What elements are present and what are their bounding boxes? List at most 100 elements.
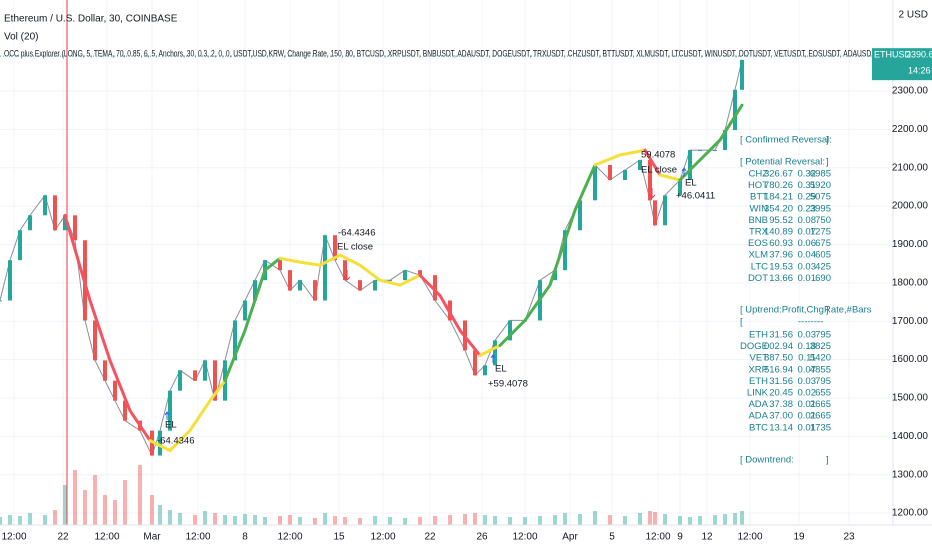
- trend-line: [63, 213, 152, 443]
- candle: [178, 370, 182, 391]
- panel-header: [ Uptrend:Profit,ChgRate,#Bars: [740, 305, 872, 316]
- panel-cell: ADA: [748, 399, 768, 410]
- last-price-value: 2390.64: [906, 50, 932, 60]
- volume-bar: [63, 485, 67, 525]
- y-tick-label: 2200.00: [892, 124, 929, 135]
- volume-bar: [138, 465, 142, 525]
- panel-cell: 0.06: [798, 238, 817, 249]
- last-price-time: 14:26: [908, 66, 931, 76]
- candle: [323, 235, 327, 301]
- panel-cell: 2665: [810, 399, 831, 410]
- candle: [638, 160, 642, 171]
- candle: [158, 430, 162, 456]
- volume-bar: [333, 516, 337, 525]
- candle: [713, 150, 717, 152]
- volume-bar: [233, 516, 237, 525]
- x-tick-label: 22: [57, 532, 69, 543]
- trend-line: [478, 343, 502, 357]
- trend: [63, 103, 744, 453]
- volume-bar: [418, 517, 422, 525]
- panel-cell: 37.38: [769, 399, 793, 410]
- candle: [653, 200, 657, 226]
- entry-arrow: [681, 167, 687, 176]
- candle: [8, 260, 12, 301]
- candle: [608, 165, 612, 180]
- panel-bracket: ]: [826, 157, 829, 168]
- volume-bar: [593, 511, 597, 525]
- x-tick-label: Apr: [562, 532, 578, 543]
- y-tick-label: 1500.00: [892, 393, 929, 404]
- panel-cell: 0.01: [798, 422, 817, 433]
- volume-bar: [28, 513, 32, 525]
- panel-cell: 0.11: [798, 353, 816, 364]
- annotation: EL close: [641, 165, 677, 176]
- panel-bracket: ]: [826, 135, 829, 146]
- volume-bar: [113, 500, 117, 525]
- candle: [113, 380, 117, 401]
- candle: [333, 235, 337, 261]
- volume-bar: [638, 513, 642, 525]
- volume-bar: [553, 515, 557, 525]
- candle: [203, 360, 207, 381]
- trend-line: [643, 148, 662, 177]
- panel-cell: LINK: [747, 388, 769, 399]
- chart-title: Ethereum / U.S. Dollar, 30, COINBASE: [4, 14, 178, 25]
- x-tick-label: 5: [609, 532, 615, 543]
- panel-cell: 31.56: [769, 330, 793, 341]
- candle: [0, 300, 2, 302]
- volume-bar: [243, 514, 247, 525]
- volume-bar: [473, 513, 477, 525]
- price-line: [0, 59, 743, 457]
- panel-cell: 1735: [810, 422, 831, 433]
- panel-cell: 0.03: [798, 376, 817, 387]
- candle: [288, 270, 292, 291]
- panel-cell: 13.66: [769, 273, 793, 284]
- annotation: EL: [685, 178, 697, 189]
- volume-bar: [263, 517, 267, 525]
- candle: [18, 230, 22, 261]
- volume-bar: [678, 516, 682, 525]
- annotations: EL -64.4346 -64.4346 EL close EL +59.4078 59.4…: [157, 150, 715, 447]
- last-price-box: [872, 48, 932, 81]
- panel-cell: 425: [815, 261, 831, 272]
- y-tick-label: 1900.00: [892, 239, 929, 250]
- x-tick-label: 12:00: [277, 532, 302, 543]
- candle: [388, 280, 392, 282]
- candle: [663, 195, 667, 226]
- panel-cell: 326.67: [764, 169, 793, 180]
- candle: [53, 195, 57, 231]
- trend-line: [418, 273, 482, 357]
- panel-rule: --------: [798, 317, 823, 328]
- volume-bar: [740, 511, 744, 525]
- candle: [578, 200, 582, 231]
- volume-label: Vol (20): [4, 32, 38, 43]
- annotation: EL: [495, 364, 507, 375]
- panel-cell: ETH: [749, 376, 768, 387]
- exit-arrow: [343, 270, 351, 281]
- volume-bar: [178, 513, 182, 525]
- panel-cell: 0.03: [798, 261, 817, 272]
- y-tick-label: 1700.00: [892, 316, 929, 327]
- panel-cell: DOT: [748, 273, 768, 284]
- panel-cell: BNB: [748, 215, 768, 226]
- candle: [28, 215, 32, 231]
- volume-bar: [653, 512, 657, 525]
- volume-bar: [608, 515, 612, 525]
- panel-cell: 0.01: [798, 273, 817, 284]
- volume-bar: [18, 516, 22, 525]
- volume-bar: [648, 511, 652, 525]
- x-tick-label: 26: [476, 532, 488, 543]
- panel-cell: TRX: [749, 227, 769, 238]
- candle: [483, 365, 487, 376]
- panel-cell: 675: [815, 238, 831, 249]
- panel-cell: 3825: [810, 341, 831, 352]
- volume-bar: [323, 513, 327, 525]
- candle: [278, 260, 282, 271]
- panel-cell: BTC: [749, 422, 768, 433]
- volume-bar: [733, 513, 737, 525]
- volume-bar: [313, 518, 317, 525]
- panel-cell: 795: [815, 330, 831, 341]
- panel-cell: 20.45: [769, 388, 793, 399]
- x-tick-label: 12:00: [185, 532, 210, 543]
- volume-bar: [83, 490, 87, 525]
